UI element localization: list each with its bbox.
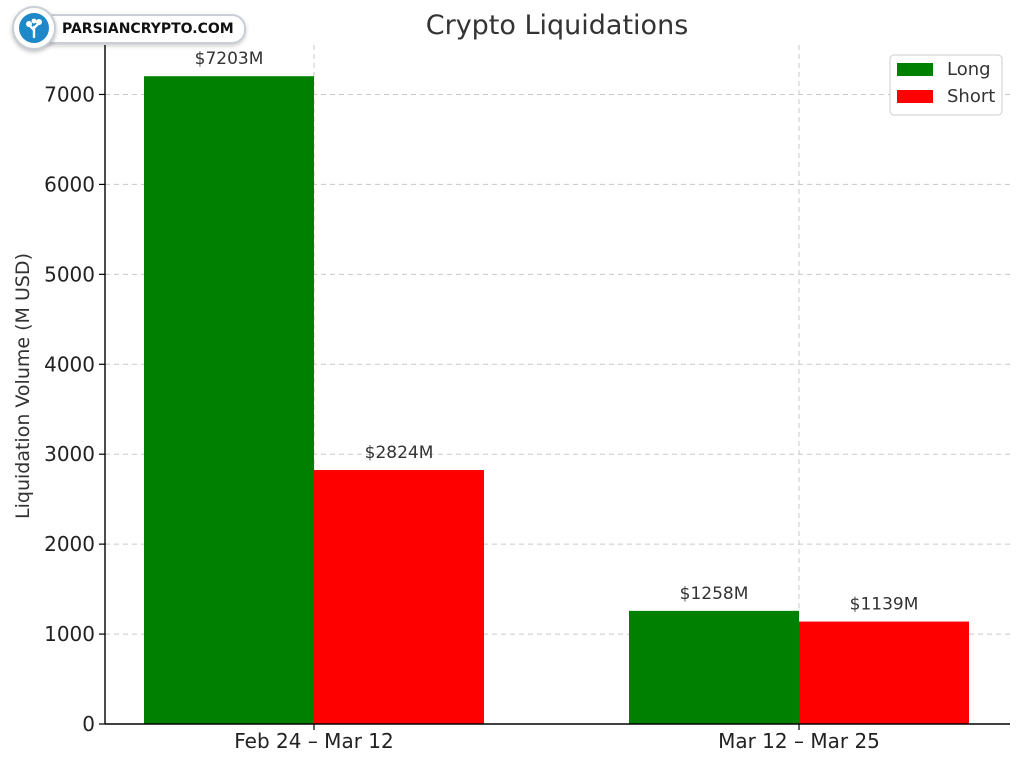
bars — [144, 76, 969, 724]
tick-labels: 0 1000 2000 3000 4000 5000 6000 7000 Feb 24 – Ma… — [44, 82, 880, 753]
axes — [104, 45, 1010, 725]
data-labels: $7203M $1258M $2824M $1139M — [195, 49, 919, 614]
legend-swatch-long — [897, 63, 933, 76]
bar-long-0 — [144, 76, 314, 724]
bar-short-0 — [314, 470, 484, 724]
y-tick-label: 0 — [82, 712, 95, 736]
y-axis-label: Liquidation Volume (M USD) — [12, 253, 34, 519]
chart-title: Crypto Liquidations — [426, 10, 689, 41]
y-tick-label: 4000 — [44, 352, 95, 376]
grid-lines — [105, 45, 1010, 724]
watermark-text: PARSIANCRYPTO.COM — [38, 14, 246, 44]
legend-label-short: Short — [947, 86, 995, 107]
data-label-long-0: $7203M — [195, 49, 264, 69]
y-tick-label: 7000 — [44, 82, 95, 106]
bar-long-1 — [629, 610, 799, 724]
legend-swatch-short — [897, 90, 933, 103]
x-tick-label: Feb 24 – Mar 12 — [234, 729, 393, 753]
tree-logo-icon — [19, 13, 49, 43]
y-tick-label: 3000 — [44, 442, 95, 466]
legend-label-long: Long — [947, 59, 991, 80]
y-tick-label: 5000 — [44, 262, 95, 286]
y-tick-label: 2000 — [44, 532, 95, 556]
x-tick-label: Mar 12 – Mar 25 — [718, 729, 880, 753]
data-label-short-1: $1139M — [850, 595, 919, 615]
y-tick-label: 6000 — [44, 172, 95, 196]
legend: Long Short — [889, 54, 1003, 116]
data-label-short-0: $2824M — [365, 443, 434, 463]
logo-badge — [12, 6, 56, 50]
y-tick-label: 1000 — [44, 622, 95, 646]
data-label-long-1: $1258M — [680, 584, 749, 604]
bar-short-1 — [799, 621, 969, 724]
